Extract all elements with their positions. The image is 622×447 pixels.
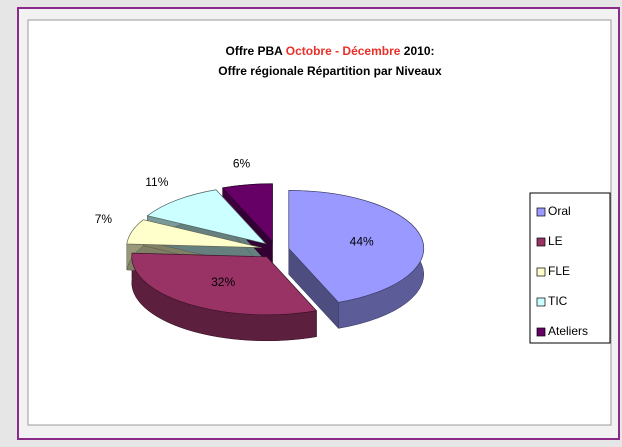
slice bbox=[288, 190, 425, 303]
legend-swatch bbox=[536, 207, 546, 217]
data-label: 32% bbox=[211, 275, 235, 289]
slice bbox=[131, 252, 318, 316]
title-part: Offre PBA bbox=[226, 44, 284, 58]
legend-label: Oral bbox=[548, 204, 571, 218]
legend-swatch bbox=[536, 237, 546, 247]
chart-subtitle: Offre régionale Répartition par Niveaux bbox=[218, 64, 442, 78]
data-label: 11% bbox=[145, 175, 168, 189]
legend-label: FLE bbox=[548, 264, 570, 278]
legend-label: LE bbox=[548, 234, 563, 248]
title-part: Octobre - Décembre bbox=[286, 44, 401, 58]
legend-swatch bbox=[536, 267, 546, 277]
legend-swatch bbox=[536, 327, 546, 337]
data-label: 7% bbox=[95, 212, 113, 226]
data-label: 6% bbox=[233, 156, 251, 170]
slice bbox=[146, 189, 267, 245]
title-part: 2010: bbox=[404, 44, 435, 58]
legend-swatch bbox=[536, 297, 546, 307]
data-label: 44% bbox=[350, 235, 374, 249]
slice bbox=[221, 183, 273, 243]
legend-label: TIC bbox=[548, 294, 568, 308]
slice bbox=[126, 219, 262, 249]
legend-label: Ateliers bbox=[548, 324, 588, 338]
chart-title: Offre PBA Octobre - Décembre 2010: bbox=[226, 44, 435, 58]
